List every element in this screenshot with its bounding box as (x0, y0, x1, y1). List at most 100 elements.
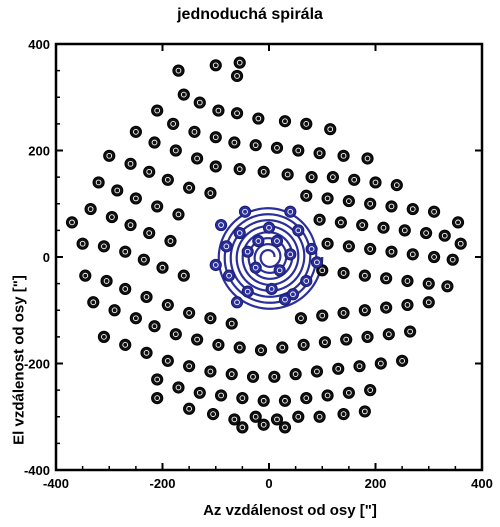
point-marker-inner (295, 227, 302, 234)
y-tick-label: 0 (43, 250, 50, 265)
point-marker-inner (308, 174, 315, 180)
point-marker-inner (111, 307, 118, 314)
spiral-point (262, 221, 276, 234)
point-marker-inner (457, 240, 464, 247)
point-marker-inner (314, 368, 320, 375)
point-marker-inner (316, 216, 323, 223)
data-point (183, 360, 196, 373)
data-point (183, 402, 196, 415)
data-point (169, 328, 182, 341)
data-point (183, 306, 196, 320)
data-point (233, 56, 246, 69)
point-marker-inner (316, 150, 323, 157)
point-marker-inner (399, 357, 405, 364)
data-point (364, 242, 377, 256)
point-marker-inner (367, 387, 374, 393)
point-marker-inner (252, 264, 259, 271)
data-point (233, 163, 246, 176)
data-point (228, 413, 241, 426)
point-marker-inner (231, 416, 238, 423)
data-point (124, 157, 137, 170)
point-marker-inner (340, 270, 347, 276)
data-point (324, 123, 337, 136)
x-tick-label: -200 (149, 476, 175, 491)
point-marker-inner (207, 190, 214, 196)
data-point (337, 149, 350, 162)
spiral-point (284, 248, 297, 261)
point-marker-inner (367, 246, 374, 252)
data-point (385, 245, 398, 258)
point-marker-inner (346, 198, 352, 204)
data-point (228, 136, 241, 149)
data-point (257, 165, 270, 178)
data-point (97, 330, 111, 343)
point-marker-inner (133, 315, 139, 322)
data-point (204, 365, 217, 378)
point-marker-inner (351, 176, 358, 183)
y-tick-label: 400 (28, 37, 50, 52)
point-marker-inner (141, 256, 147, 263)
point-marker-inner (79, 240, 86, 247)
point-marker-inner (362, 408, 368, 415)
point-marker-inner (260, 168, 267, 175)
point-marker-inner (172, 147, 179, 154)
data-point (252, 112, 265, 125)
data-point (270, 141, 284, 154)
point-marker-inner (250, 373, 256, 380)
point-marker-inner (282, 397, 288, 404)
data-point (161, 354, 174, 367)
point-marker-inner (330, 174, 336, 180)
point-marker-inner (175, 67, 182, 74)
point-marker-inner (228, 371, 235, 378)
data-point (105, 210, 119, 224)
point-marker-inner (239, 395, 246, 401)
data-point (151, 392, 164, 405)
data-point (65, 216, 79, 229)
data-point (177, 88, 190, 101)
x-tick-label: 400 (471, 476, 493, 491)
x-tick-label: -400 (43, 476, 69, 491)
point-marker-inner (279, 344, 286, 351)
data-point (84, 202, 97, 216)
data-point (318, 336, 332, 349)
data-point (119, 338, 132, 351)
data-point (278, 421, 292, 434)
chart-title: jednoduchá spirála (177, 6, 323, 23)
data-point (148, 320, 161, 333)
point-marker-inner (186, 184, 192, 191)
point-marker-inner (236, 59, 243, 66)
spiral-point (273, 264, 286, 277)
data-point (108, 304, 121, 317)
point-marker-inner (90, 299, 97, 306)
data-point (297, 338, 310, 351)
point-marker-inner (356, 363, 363, 370)
data-point (390, 179, 403, 192)
data-point (353, 360, 366, 373)
point-marker-inner (431, 208, 437, 215)
point-marker-inner (218, 222, 224, 228)
point-marker-inner (69, 219, 75, 226)
data-point (172, 64, 185, 77)
point-marker-inner (364, 155, 371, 162)
data-point (380, 272, 393, 285)
data-point (151, 373, 164, 386)
data-point (225, 368, 238, 381)
point-marker-inner (271, 373, 278, 380)
point-marker-inner (455, 219, 461, 226)
data-point (212, 104, 225, 117)
point-marker-inner (127, 222, 134, 228)
data-point (119, 245, 132, 258)
data-point (364, 384, 377, 397)
point-marker-inner (282, 118, 288, 125)
point-marker-inner (244, 248, 251, 255)
y-tick-label: -400 (24, 463, 50, 478)
point-marker-inner (82, 272, 89, 279)
data-point (76, 237, 89, 250)
point-marker-inner (106, 152, 113, 159)
point-marker-inner (295, 147, 302, 154)
data-point (257, 394, 270, 407)
point-marker-inner (255, 238, 262, 244)
point-marker-inner (404, 302, 411, 308)
data-point (398, 224, 411, 237)
